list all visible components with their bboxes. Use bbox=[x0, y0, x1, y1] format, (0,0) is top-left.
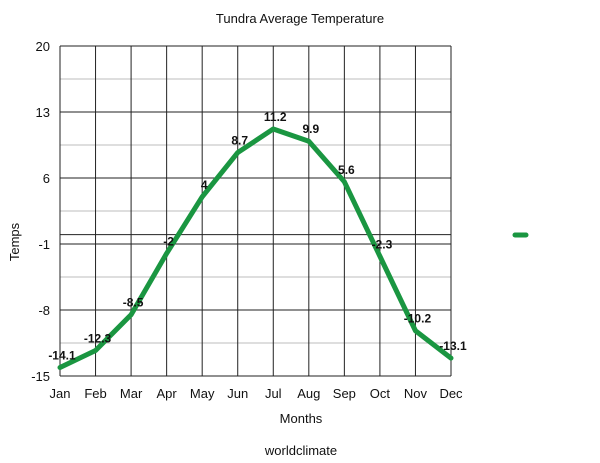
chart-title: Tundra Average Temperature bbox=[216, 11, 384, 26]
x-tick-label: Oct bbox=[370, 386, 391, 401]
x-axis-label: Months bbox=[280, 411, 323, 426]
data-label: 5.6 bbox=[338, 163, 355, 177]
x-tick-label: Jun bbox=[227, 386, 248, 401]
data-labels: -14.1 -12.3 -8.5 -2 4 8.7 11.2 9.9 5.6 -2.3 -10.2-… bbox=[48, 110, 467, 363]
data-label: -2.3 bbox=[372, 237, 393, 251]
data-label: -10.2 bbox=[404, 312, 432, 326]
y-tick-label: -15 bbox=[31, 369, 50, 384]
data-label: 9.9 bbox=[302, 122, 319, 136]
x-tick-label: Feb bbox=[84, 386, 106, 401]
x-tick-label: Sep bbox=[333, 386, 356, 401]
x-tick-label: Dec bbox=[439, 386, 463, 401]
data-label: -13.1 bbox=[439, 339, 467, 353]
series-line-group bbox=[57, 126, 454, 371]
x-tick-label: Jan bbox=[50, 386, 71, 401]
y-tick-labels: 20 13 6 -1 -8 -15 bbox=[31, 39, 50, 384]
x-tick-label: Apr bbox=[157, 386, 178, 401]
y-tick-label: 20 bbox=[36, 39, 50, 54]
y-tick-label: 6 bbox=[43, 171, 50, 186]
data-label: 8.7 bbox=[231, 134, 248, 148]
x-tick-label: Aug bbox=[297, 386, 320, 401]
x-tick-label: Jul bbox=[265, 386, 282, 401]
data-label: -12.3 bbox=[84, 332, 112, 346]
data-label: -8.5 bbox=[123, 296, 144, 310]
y-axis-label: Temps bbox=[7, 222, 22, 261]
data-label: 11.2 bbox=[264, 110, 287, 124]
x-tick-labels: Jan Feb Mar Apr May Jun Jul Aug Sep Oct Nov Dec bbox=[50, 386, 464, 401]
x-tick-label: May bbox=[190, 386, 215, 401]
data-label: -14.1 bbox=[48, 349, 76, 363]
x-tick-label: Nov bbox=[404, 386, 428, 401]
series-line bbox=[57, 126, 454, 371]
gridlines bbox=[59, 45, 452, 377]
x-tick-label: Mar bbox=[120, 386, 143, 401]
y-tick-label: -1 bbox=[38, 237, 50, 252]
data-label: 4 bbox=[201, 178, 208, 192]
data-label: -2 bbox=[163, 234, 174, 248]
chart-source: worldclimate bbox=[264, 443, 337, 458]
y-tick-label: 13 bbox=[36, 105, 50, 120]
y-tick-label: -8 bbox=[38, 303, 50, 318]
